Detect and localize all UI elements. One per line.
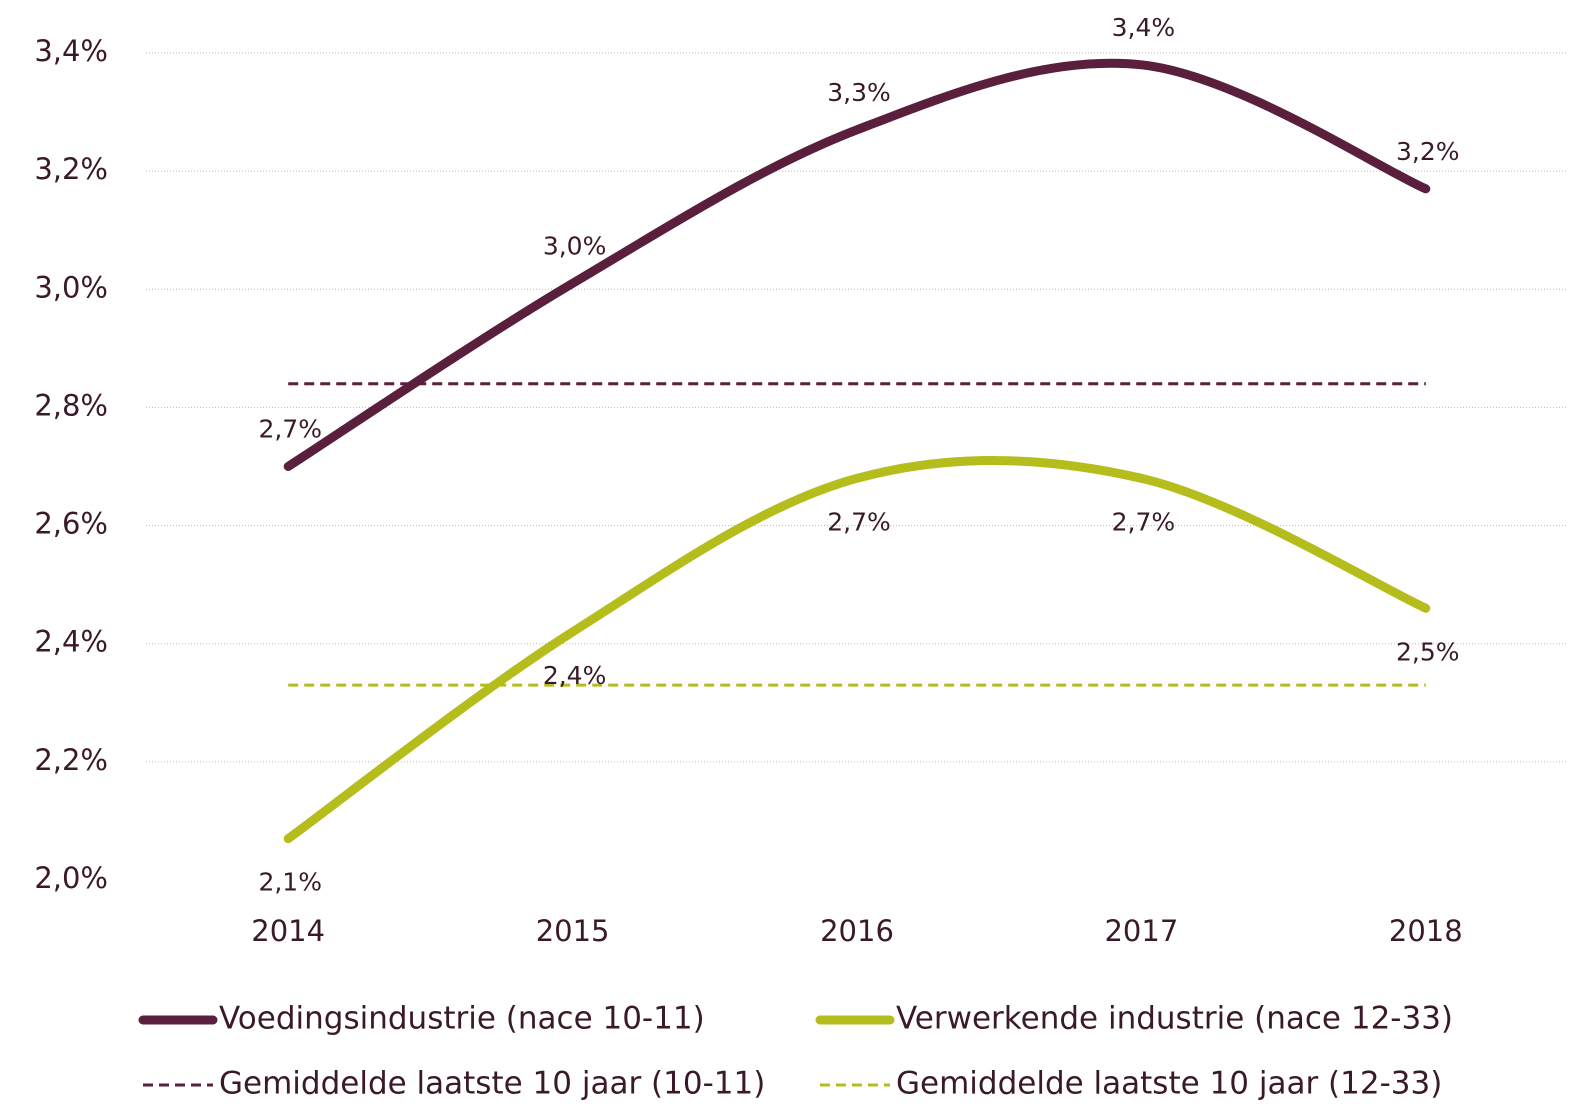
- data-label: 3,3%: [827, 78, 891, 107]
- x-tick-label: 2014: [251, 914, 325, 948]
- y-tick-label: 2,4%: [34, 625, 108, 659]
- data-label: 3,0%: [543, 231, 607, 260]
- y-tick-label: 3,0%: [34, 270, 108, 304]
- legend-label: Gemiddelde laatste 10 jaar (10-11): [219, 1066, 765, 1102]
- legend-label: Gemiddelde laatste 10 jaar (12-33): [896, 1066, 1442, 1102]
- legend-label: Verwerkende industrie (nace 12-33): [896, 1001, 1453, 1037]
- data-label: 2,5%: [1396, 637, 1460, 666]
- y-tick-label: 2,0%: [34, 861, 108, 895]
- y-tick-label: 3,4%: [34, 34, 108, 68]
- y-tick-label: 2,6%: [34, 507, 108, 541]
- legend-label: Voedingsindustrie (nace 10-11): [219, 1001, 705, 1037]
- x-tick-label: 2018: [1389, 914, 1463, 948]
- data-label: 2,1%: [258, 868, 322, 897]
- data-label: 2,7%: [1112, 507, 1176, 536]
- y-tick-label: 2,8%: [34, 388, 108, 422]
- y-tick-label: 3,2%: [34, 152, 108, 186]
- y-tick-label: 2,2%: [34, 743, 108, 777]
- x-tick-label: 2015: [536, 914, 610, 948]
- data-label: 3,4%: [1112, 13, 1176, 42]
- series-line: [283, 456, 1431, 844]
- data-label: 2,7%: [827, 507, 891, 536]
- x-tick-label: 2017: [1104, 914, 1178, 948]
- series-line: [283, 58, 1431, 471]
- x-tick-label: 2016: [820, 914, 894, 948]
- data-label: 3,2%: [1396, 137, 1460, 166]
- data-label: 2,4%: [543, 661, 607, 690]
- data-label: 2,7%: [258, 415, 322, 444]
